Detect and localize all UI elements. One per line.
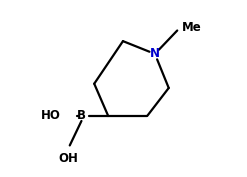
Text: OH: OH [59,152,79,165]
Text: N: N [150,47,160,60]
Text: Me: Me [182,21,201,34]
Text: B: B [77,109,86,122]
Text: HO: HO [41,109,61,122]
